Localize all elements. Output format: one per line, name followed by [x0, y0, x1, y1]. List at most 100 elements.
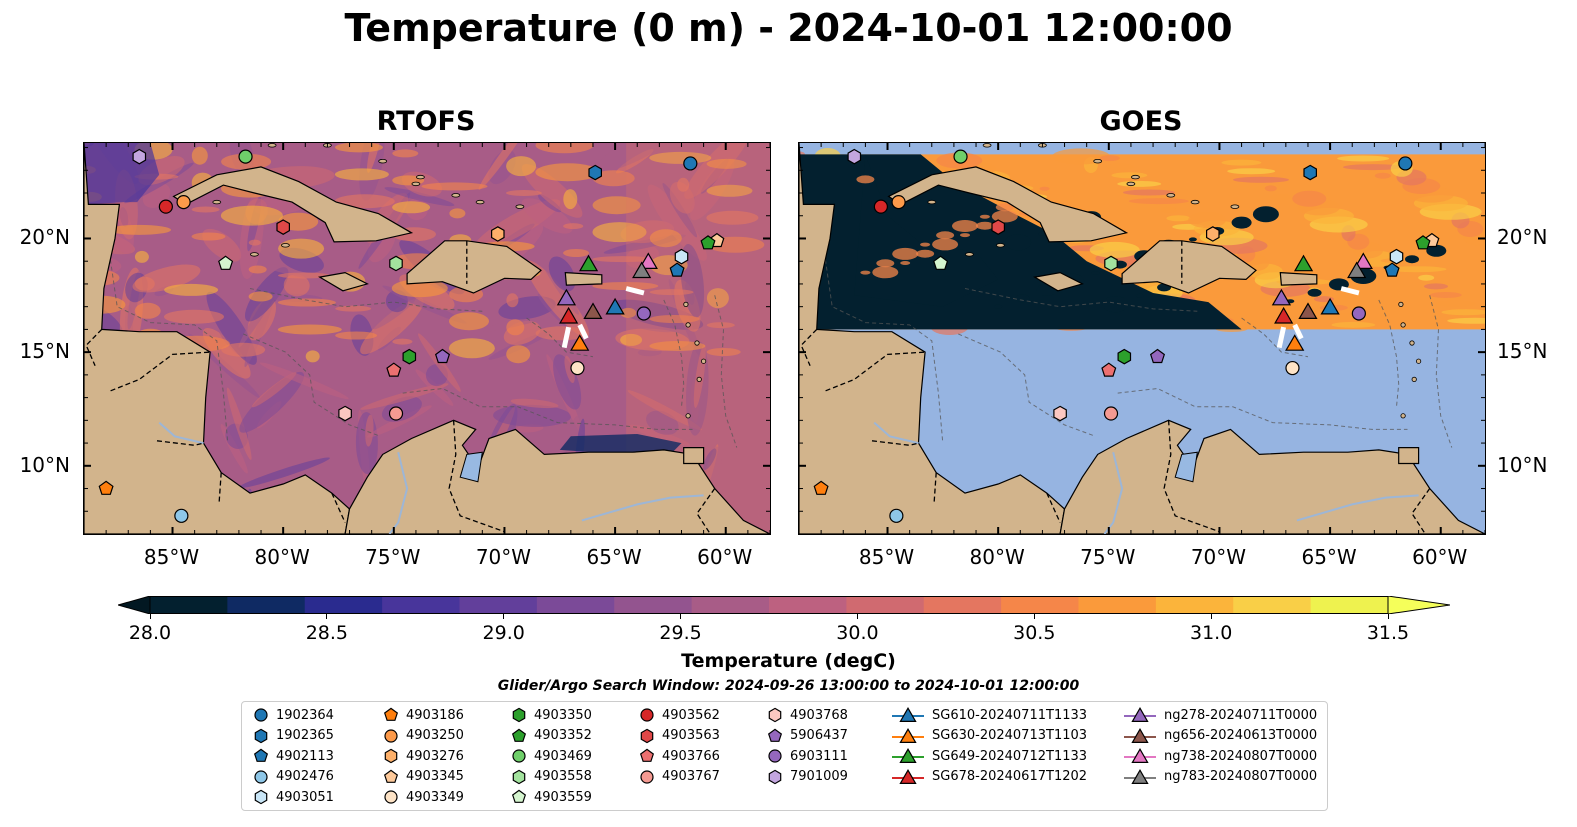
land-island — [281, 244, 289, 248]
legend-item: 4903562 — [638, 705, 720, 725]
marker-4903563[interactable] — [992, 220, 1004, 234]
land-lesser-antilles — [701, 359, 705, 363]
pentagon-marker-icon — [638, 747, 656, 765]
marker-4903558[interactable] — [390, 256, 402, 270]
pentagon-marker-icon — [766, 727, 784, 745]
marker-4903767[interactable] — [390, 407, 403, 420]
marker-4903469[interactable] — [239, 150, 252, 163]
marker-4903562[interactable] — [159, 200, 172, 213]
lon-label-goes: 70°W — [1184, 545, 1252, 569]
land-lesser-antilles — [1399, 302, 1403, 306]
land-island — [516, 205, 524, 209]
land-lesser-antilles — [697, 377, 701, 381]
land-lesser-antilles — [686, 323, 690, 327]
marker-1902364[interactable] — [1399, 157, 1412, 170]
triangle-marker-icon — [1122, 727, 1158, 745]
marker-7901009[interactable] — [848, 150, 860, 164]
colorbar-tick-label: 28.5 — [297, 622, 357, 644]
marker-4903349[interactable] — [1286, 362, 1299, 375]
circle-marker-icon — [252, 768, 270, 786]
hexagon-marker-icon — [638, 727, 656, 745]
marker-4903563[interactable] — [277, 220, 289, 234]
land-island — [1167, 194, 1175, 198]
figure-title: Temperature (0 m) - 2024-10-01 12:00:00 — [0, 6, 1577, 50]
circle-marker-icon — [638, 768, 656, 786]
pentagon-marker-icon — [382, 768, 400, 786]
land-lesser-antilles — [686, 414, 690, 418]
legend-item: ng783-20240807T0000 — [1122, 767, 1317, 787]
colorbar-tick — [326, 614, 327, 619]
legend-label: ng783-20240807T0000 — [1164, 769, 1317, 784]
triangle-marker-icon — [1122, 768, 1158, 786]
legend-label: 4903051 — [276, 790, 334, 805]
marker-6903111[interactable] — [637, 307, 650, 320]
marker-4903051[interactable] — [675, 250, 687, 264]
marker-4903250[interactable] — [177, 196, 190, 209]
hexagon-marker-icon — [766, 768, 784, 786]
marker-1902365[interactable] — [589, 165, 601, 179]
lat-label-right: 15°N — [1497, 339, 1547, 363]
legend-item: 4903051 — [252, 787, 334, 807]
search-window-text: Glider/Argo Search Window: 2024-09-26 13… — [0, 678, 1577, 694]
marker-4903469[interactable] — [954, 150, 967, 163]
land-island — [412, 182, 420, 186]
marker-4903558[interactable] — [1105, 256, 1117, 270]
marker-4903051[interactable] — [1390, 250, 1402, 264]
marker-4902476[interactable] — [175, 509, 188, 522]
marker-4903767[interactable] — [1105, 407, 1118, 420]
lon-label-goes: 75°W — [1074, 545, 1142, 569]
triangle-marker-icon — [890, 706, 926, 724]
legend-item: 4903352 — [510, 726, 592, 746]
pentagon-marker-icon — [252, 747, 270, 765]
legend-item: 6903111 — [766, 746, 848, 766]
legend-item: 4903767 — [638, 767, 720, 787]
legend-label: SG630-20240713T1103 — [932, 728, 1087, 743]
marker-4903350[interactable] — [403, 350, 415, 364]
legend-label: SG678-20240617T1202 — [932, 769, 1087, 784]
colorbar-tick-label: 30.0 — [827, 622, 887, 644]
marker-4903562[interactable] — [874, 200, 887, 213]
legend-item: 4903766 — [638, 746, 720, 766]
land-lesser-antilles — [1410, 341, 1414, 345]
colorbar — [118, 596, 1450, 614]
legend-item: SG610-20240711T1133 — [890, 705, 1087, 725]
land-lesser-antilles — [684, 302, 688, 306]
land-island — [983, 144, 991, 148]
legend-label: 4903766 — [662, 749, 720, 764]
land-island — [1191, 200, 1199, 204]
marker-4903768[interactable] — [1054, 406, 1066, 420]
legend-item: SG678-20240617T1202 — [890, 767, 1087, 787]
marker-1902365[interactable] — [1304, 165, 1316, 179]
land-island — [996, 244, 1004, 248]
colorbar-tick — [857, 614, 858, 619]
land-trinidad — [684, 448, 704, 464]
colorbar-tick — [503, 614, 504, 619]
land-island — [1127, 182, 1135, 186]
hexagon-marker-icon — [382, 747, 400, 765]
marker-4903350[interactable] — [1118, 350, 1130, 364]
legend-item: SG630-20240713T1103 — [890, 726, 1087, 746]
lon-label-goes: 80°W — [963, 545, 1031, 569]
circle-marker-icon — [382, 727, 400, 745]
legend-item: 5906437 — [766, 726, 848, 746]
legend-label: 4903469 — [534, 749, 592, 764]
lat-label-left: 15°N — [8, 339, 70, 363]
legend-label: 4903276 — [406, 749, 464, 764]
colorbar-tick-label: 30.5 — [1004, 622, 1064, 644]
marker-4903276[interactable] — [1207, 227, 1219, 241]
marker-1902364[interactable] — [684, 157, 697, 170]
legend-label: 4902476 — [276, 769, 334, 784]
marker-4903250[interactable] — [892, 196, 905, 209]
legend-label: 1902364 — [276, 708, 334, 723]
marker-4903349[interactable] — [571, 362, 584, 375]
colorbar-tick-label: 31.0 — [1181, 622, 1241, 644]
marker-4903276[interactable] — [492, 227, 504, 241]
marker-7901009[interactable] — [133, 150, 145, 164]
marker-6903111[interactable] — [1352, 307, 1365, 320]
marker-4902476[interactable] — [890, 509, 903, 522]
goes-map[interactable] — [798, 142, 1486, 535]
marker-4903768[interactable] — [339, 406, 351, 420]
rtofs-map[interactable] — [83, 142, 771, 535]
legend-label: ng738-20240807T0000 — [1164, 749, 1317, 764]
legend-item: 4903559 — [510, 787, 592, 807]
